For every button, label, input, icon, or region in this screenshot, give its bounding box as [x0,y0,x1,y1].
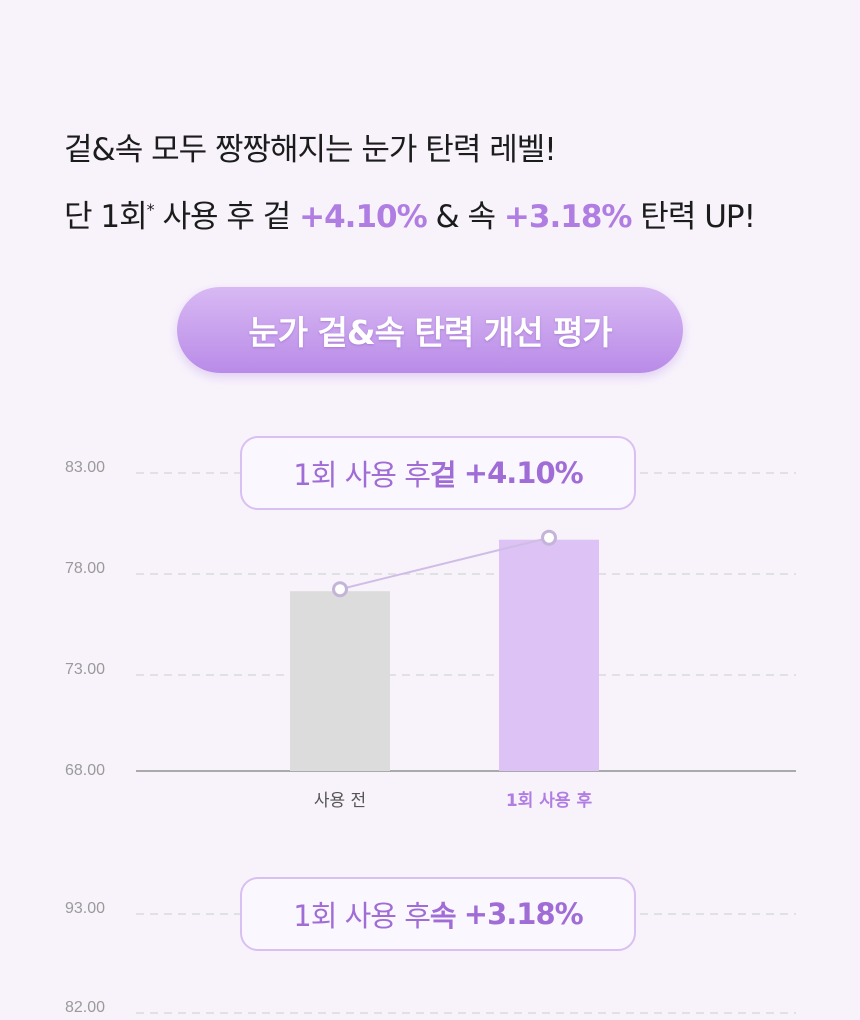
headline-outer-value: +4.10% [299,199,428,235]
headline-frequency: 단 1회 [64,199,148,235]
trend-line [339,536,550,591]
y-tick-label: 78.00 [65,560,105,577]
evaluation-title-text: 눈가 겉&속 탄력 개선 평가 [248,313,612,352]
headline-inner-label: & 속 [426,199,504,235]
outer-result-word: 겉 [429,458,457,492]
inner-result-prefix: 1회 사용 후 [293,899,431,933]
inner-result-box: 1회 사용 후 속 +3.18% [240,877,636,951]
y-tick-label: 73.00 [65,661,105,678]
outer-result-value: +4.10% [463,456,584,490]
trend-point [332,581,348,598]
headline-outer-label: 사용 후 겉 [153,199,300,235]
bar-before [290,591,390,771]
outer-result-prefix: 1회 사용 후 [293,458,431,492]
headline-suffix: 탄력 UP! [631,199,756,235]
x-category-label: 사용 전 [314,791,366,811]
headline: 겉&속 모두 짱짱해지는 눈가 탄력 레벨! 단 1회* 사용 후 겉 +4.1… [64,120,844,247]
footnote-marker: * [146,200,155,219]
headline-line-1-text: 겉&속 모두 짱짱해지는 눈가 탄력 레벨! [64,132,557,168]
y-tick-label: 68.00 [65,762,105,779]
outer-result-box: 1회 사용 후 겉 +4.10% [240,436,636,510]
headline-line-1: 겉&속 모두 짱짱해지는 눈가 탄력 레벨! [64,120,844,180]
y-tick-label: 93.00 [65,900,105,917]
x-category-label: 1회 사용 후 [506,790,593,811]
y-tick-label: 83.00 [65,459,105,476]
inner-result-value: +3.18% [463,897,584,931]
bar-after [499,539,599,771]
inner-result-word: 속 [429,899,457,933]
y-tick-label: 82.00 [65,999,105,1016]
trend-point [541,529,557,546]
headline-inner-value: +3.18% [503,199,633,235]
headline-line-2: 단 1회* 사용 후 겉 +4.10% & 속 +3.18% 탄력 UP! [64,180,844,247]
evaluation-title-pill: 눈가 겉&속 탄력 개선 평가 [177,287,683,373]
